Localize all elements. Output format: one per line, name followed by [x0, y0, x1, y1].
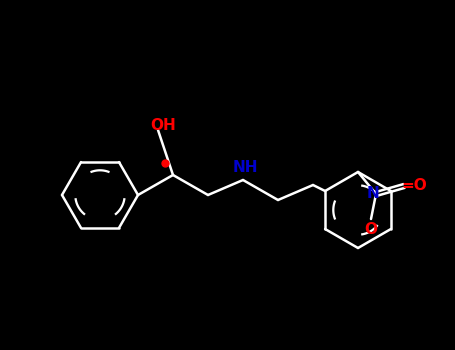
- Text: O: O: [364, 222, 378, 237]
- Text: OH: OH: [150, 118, 176, 133]
- Text: NH: NH: [232, 161, 258, 175]
- Text: =O: =O: [401, 178, 427, 194]
- Text: N: N: [367, 187, 379, 202]
